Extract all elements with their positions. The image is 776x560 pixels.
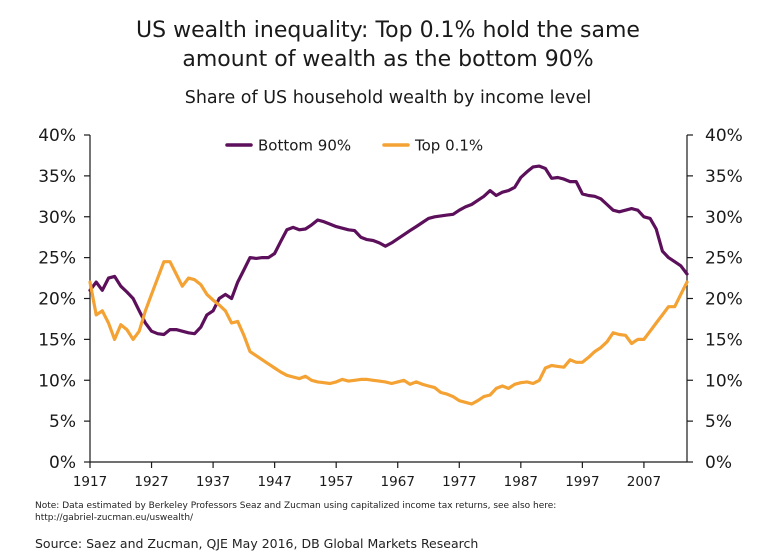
line-chart: 0% 0% 5% 5% 10% 10% 15% 15% 20% 20% 25% 25% 30% 30% 35… [38, 126, 743, 490]
x-tick-label: 1917 [73, 474, 107, 490]
y-tick-label-right: 35% [705, 167, 743, 187]
legend-label: Top 0.1% [414, 137, 483, 155]
legend-label: Bottom 90% [258, 137, 351, 155]
y-tick-label-left: 0% [49, 453, 76, 473]
x-tick-label: 2007 [627, 474, 661, 490]
y-tick-label-left: 35% [38, 167, 76, 187]
chart-axes: 0% 0% 5% 5% 10% 10% 15% 15% 20% 20% 25% 25% 30% 30% 35… [38, 126, 743, 490]
y-tick-label-left: 15% [38, 330, 76, 350]
y-tick-label-left: 10% [38, 371, 76, 391]
x-tick-label: 1997 [565, 474, 599, 490]
chart-title-line2: amount of wealth as the bottom 90% [182, 47, 594, 72]
legend-item-bottom-90: Bottom 90% [225, 137, 351, 155]
chart-lines [88, 164, 689, 406]
y-tick-label-right: 15% [705, 330, 743, 350]
x-tick-label: 1927 [134, 474, 168, 490]
y-tick-label-left: 20% [38, 290, 76, 310]
series-line-bottom-90 [88, 164, 689, 337]
chart-subtitle: Share of US household wealth by income l… [184, 88, 592, 108]
series-line-top-0-1 [88, 260, 689, 406]
legend-item-top-0-1: Top 0.1% [382, 137, 483, 155]
x-tick-label: 1937 [196, 474, 230, 490]
y-tick-label-right: 5% [705, 412, 732, 432]
y-tick-label-right: 10% [705, 371, 743, 391]
chart-title-line1: US wealth inequality: Top 0.1% hold the … [136, 18, 640, 43]
x-tick-label: 1977 [442, 474, 476, 490]
chart-legend: Bottom 90% Top 0.1% [225, 137, 483, 155]
y-tick-label-left: 5% [49, 412, 76, 432]
x-tick-label: 1947 [257, 474, 291, 490]
x-tick-label: 1987 [504, 474, 538, 490]
x-tick-label: 1967 [381, 474, 415, 490]
source-line: Source: Saez and Zucman, QJE May 2016, D… [35, 536, 479, 551]
y-tick-label-left: 30% [38, 208, 76, 228]
y-tick-label-right: 40% [705, 126, 743, 146]
footnote: Note: Data estimated by Berkeley Profess… [35, 501, 557, 523]
y-tick-label-right: 20% [705, 290, 743, 310]
y-tick-label-right: 0% [705, 453, 732, 473]
x-tick-label: 1957 [319, 474, 353, 490]
y-tick-label-left: 25% [38, 249, 76, 269]
y-tick-label-right: 30% [705, 208, 743, 228]
y-tick-label-right: 25% [705, 249, 743, 269]
y-tick-label-left: 40% [38, 126, 76, 146]
